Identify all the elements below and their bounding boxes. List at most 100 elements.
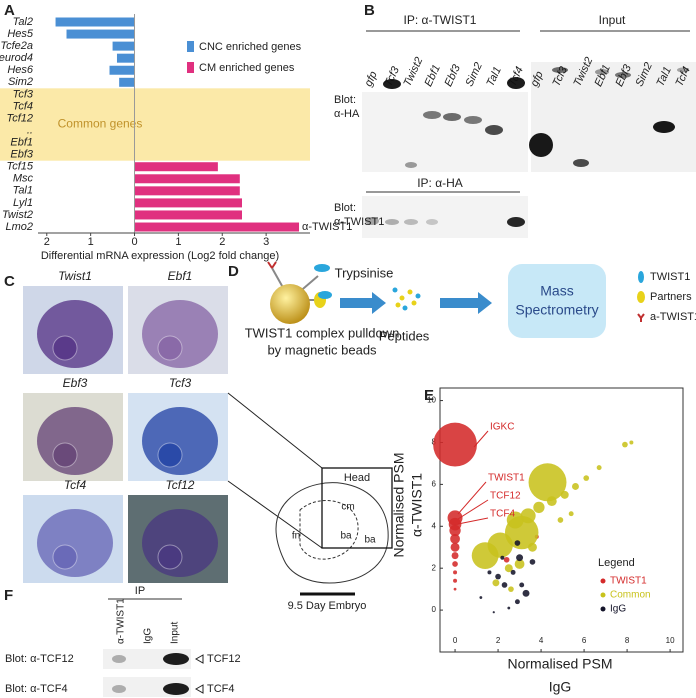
step-label: TWIST1 complex pulldown: [245, 325, 400, 340]
zoom-line: [227, 480, 323, 549]
point: [522, 589, 530, 597]
embryo-curl: [157, 442, 183, 468]
blot-title: IP: α-TWIST1: [404, 13, 477, 27]
embryo-curl: [52, 335, 78, 361]
point: [622, 441, 628, 448]
plot-frame: [439, 387, 684, 653]
magnetic-bead: [270, 284, 310, 324]
panel-label: A: [4, 2, 15, 19]
lane-label: Tal1: [484, 65, 503, 89]
category-label: Ebf3: [10, 149, 34, 161]
bar: [134, 162, 218, 172]
band: [595, 69, 609, 75]
gene-label: Ebf1: [168, 269, 193, 283]
point: [520, 508, 536, 524]
y-tick-label: 10: [427, 396, 436, 405]
category-label: Lmo2: [5, 221, 33, 233]
band: [677, 67, 689, 73]
twist1-icon: [318, 291, 332, 299]
region-label: fn: [292, 531, 300, 542]
step-label: Trypsinise: [335, 265, 394, 280]
category-label: Tcf15: [6, 161, 33, 173]
embryo-curl: [157, 335, 183, 361]
point: [560, 490, 569, 499]
point: [596, 465, 602, 471]
bar: [55, 17, 135, 27]
y-tick-label: 2: [432, 563, 437, 572]
panel-label: D: [228, 263, 239, 280]
arrow: [440, 292, 492, 314]
point: [516, 554, 524, 562]
legend-icon: [637, 291, 645, 303]
band: [507, 77, 525, 89]
x-tick-label: 3: [263, 236, 269, 248]
point: [453, 578, 458, 583]
x-tick-label: 2: [44, 236, 50, 248]
zoom-line: [227, 392, 323, 469]
x-tick-label: 10: [666, 636, 675, 645]
band-label: TCF12: [207, 653, 241, 665]
band: [507, 217, 525, 227]
bar: [134, 174, 240, 184]
legend-label: IgG: [610, 604, 626, 615]
embryo-outline: [275, 482, 389, 584]
antibody-icon: [267, 261, 277, 269]
gene-label: Ebf3: [63, 376, 88, 390]
mass-spec-label: Mass: [540, 283, 573, 299]
x-tick-label: 6: [582, 636, 587, 645]
gene-label: Twist1: [58, 269, 92, 283]
peptide: [411, 300, 417, 306]
blot: [531, 62, 696, 172]
band: [385, 219, 399, 225]
point: [433, 422, 477, 467]
category-label: ..: [27, 124, 33, 136]
point: [492, 579, 500, 587]
point: [510, 569, 516, 575]
legend-swatch: [187, 62, 194, 73]
point: [519, 582, 525, 588]
annotation: TCF12: [490, 491, 521, 502]
band-marker: [194, 654, 204, 664]
lane-label: Sim2: [463, 61, 484, 89]
point: [452, 561, 458, 567]
point: [629, 440, 634, 445]
band: [529, 133, 553, 157]
band-label: TCF4: [207, 683, 235, 695]
point: [492, 611, 495, 614]
annotation-line: [457, 517, 489, 525]
point: [449, 524, 461, 537]
point: [528, 463, 567, 502]
peptide: [392, 287, 398, 293]
category-label: Tal1: [13, 185, 33, 197]
annotation: TWIST1: [488, 473, 525, 484]
x-axis-title: IgG: [549, 679, 572, 695]
mass-spec-box: [508, 264, 606, 338]
point: [557, 517, 564, 523]
bar: [66, 29, 135, 39]
x-tick-label: 2: [219, 236, 225, 248]
band: [163, 653, 189, 665]
lane-label: Ebf3: [442, 62, 463, 88]
bar: [116, 53, 135, 63]
point: [572, 483, 579, 490]
legend-title: Legend: [598, 557, 635, 569]
bar: [134, 222, 300, 232]
category-label: Tcf3: [13, 88, 34, 100]
common-label: Common genes: [58, 117, 143, 131]
category-label: Sim2: [8, 76, 33, 88]
point: [533, 501, 545, 514]
gene-label: Tcf3: [169, 376, 192, 390]
y-tick-label: 4: [432, 521, 437, 530]
embryo-curl: [52, 442, 78, 468]
legend-label: TWIST1: [610, 576, 647, 587]
annotation-line: [457, 499, 489, 520]
bar: [134, 210, 242, 220]
blot: [362, 196, 528, 238]
point: [514, 599, 520, 605]
category-label: Ebf1: [10, 137, 33, 149]
point: [514, 540, 521, 546]
point: [529, 559, 536, 565]
point: [450, 533, 460, 544]
blot-title: IP: α-HA: [417, 176, 463, 190]
legend-label: CNC enriched genes: [199, 41, 302, 53]
